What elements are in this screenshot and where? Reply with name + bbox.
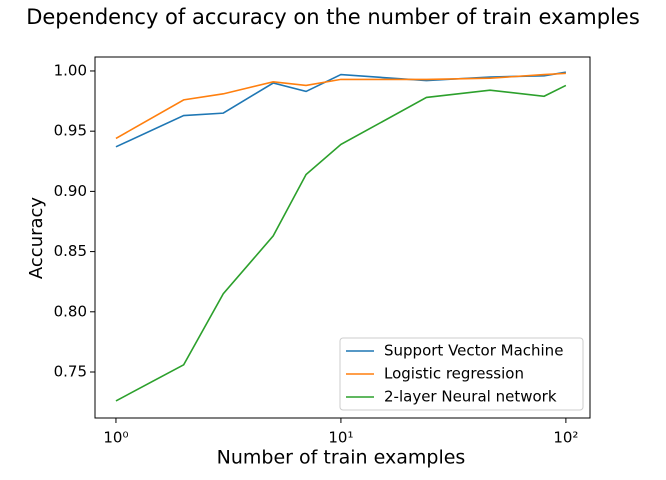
y-tick-label: 0.75 bbox=[54, 363, 87, 381]
plot-frame bbox=[94, 56, 591, 419]
legend-box bbox=[339, 337, 584, 411]
x-tick-label: 10¹ bbox=[328, 429, 353, 447]
y-tick-label: 0.95 bbox=[54, 122, 87, 140]
y-tick-label: 0.80 bbox=[54, 302, 87, 320]
x-tick-label: 10⁰ bbox=[103, 429, 128, 447]
x-tick-label: 10² bbox=[553, 429, 578, 447]
y-tick-label: 0.90 bbox=[54, 182, 87, 200]
y-tick-label: 1.00 bbox=[54, 61, 87, 79]
chart-title: Dependency of accuracy on the number of … bbox=[26, 5, 640, 29]
series-line bbox=[115, 71, 567, 148]
legend-label: 2-layer Neural network bbox=[384, 388, 557, 406]
legend-label: Logistic regression bbox=[384, 365, 524, 383]
y-axis-label: Accuracy bbox=[26, 197, 47, 280]
y-tick-label: 0.85 bbox=[54, 242, 87, 260]
legend-label: Support Vector Machine bbox=[384, 342, 563, 360]
series-line bbox=[115, 72, 566, 140]
series-line bbox=[115, 84, 567, 402]
x-axis-label: Number of train examples bbox=[217, 447, 466, 469]
